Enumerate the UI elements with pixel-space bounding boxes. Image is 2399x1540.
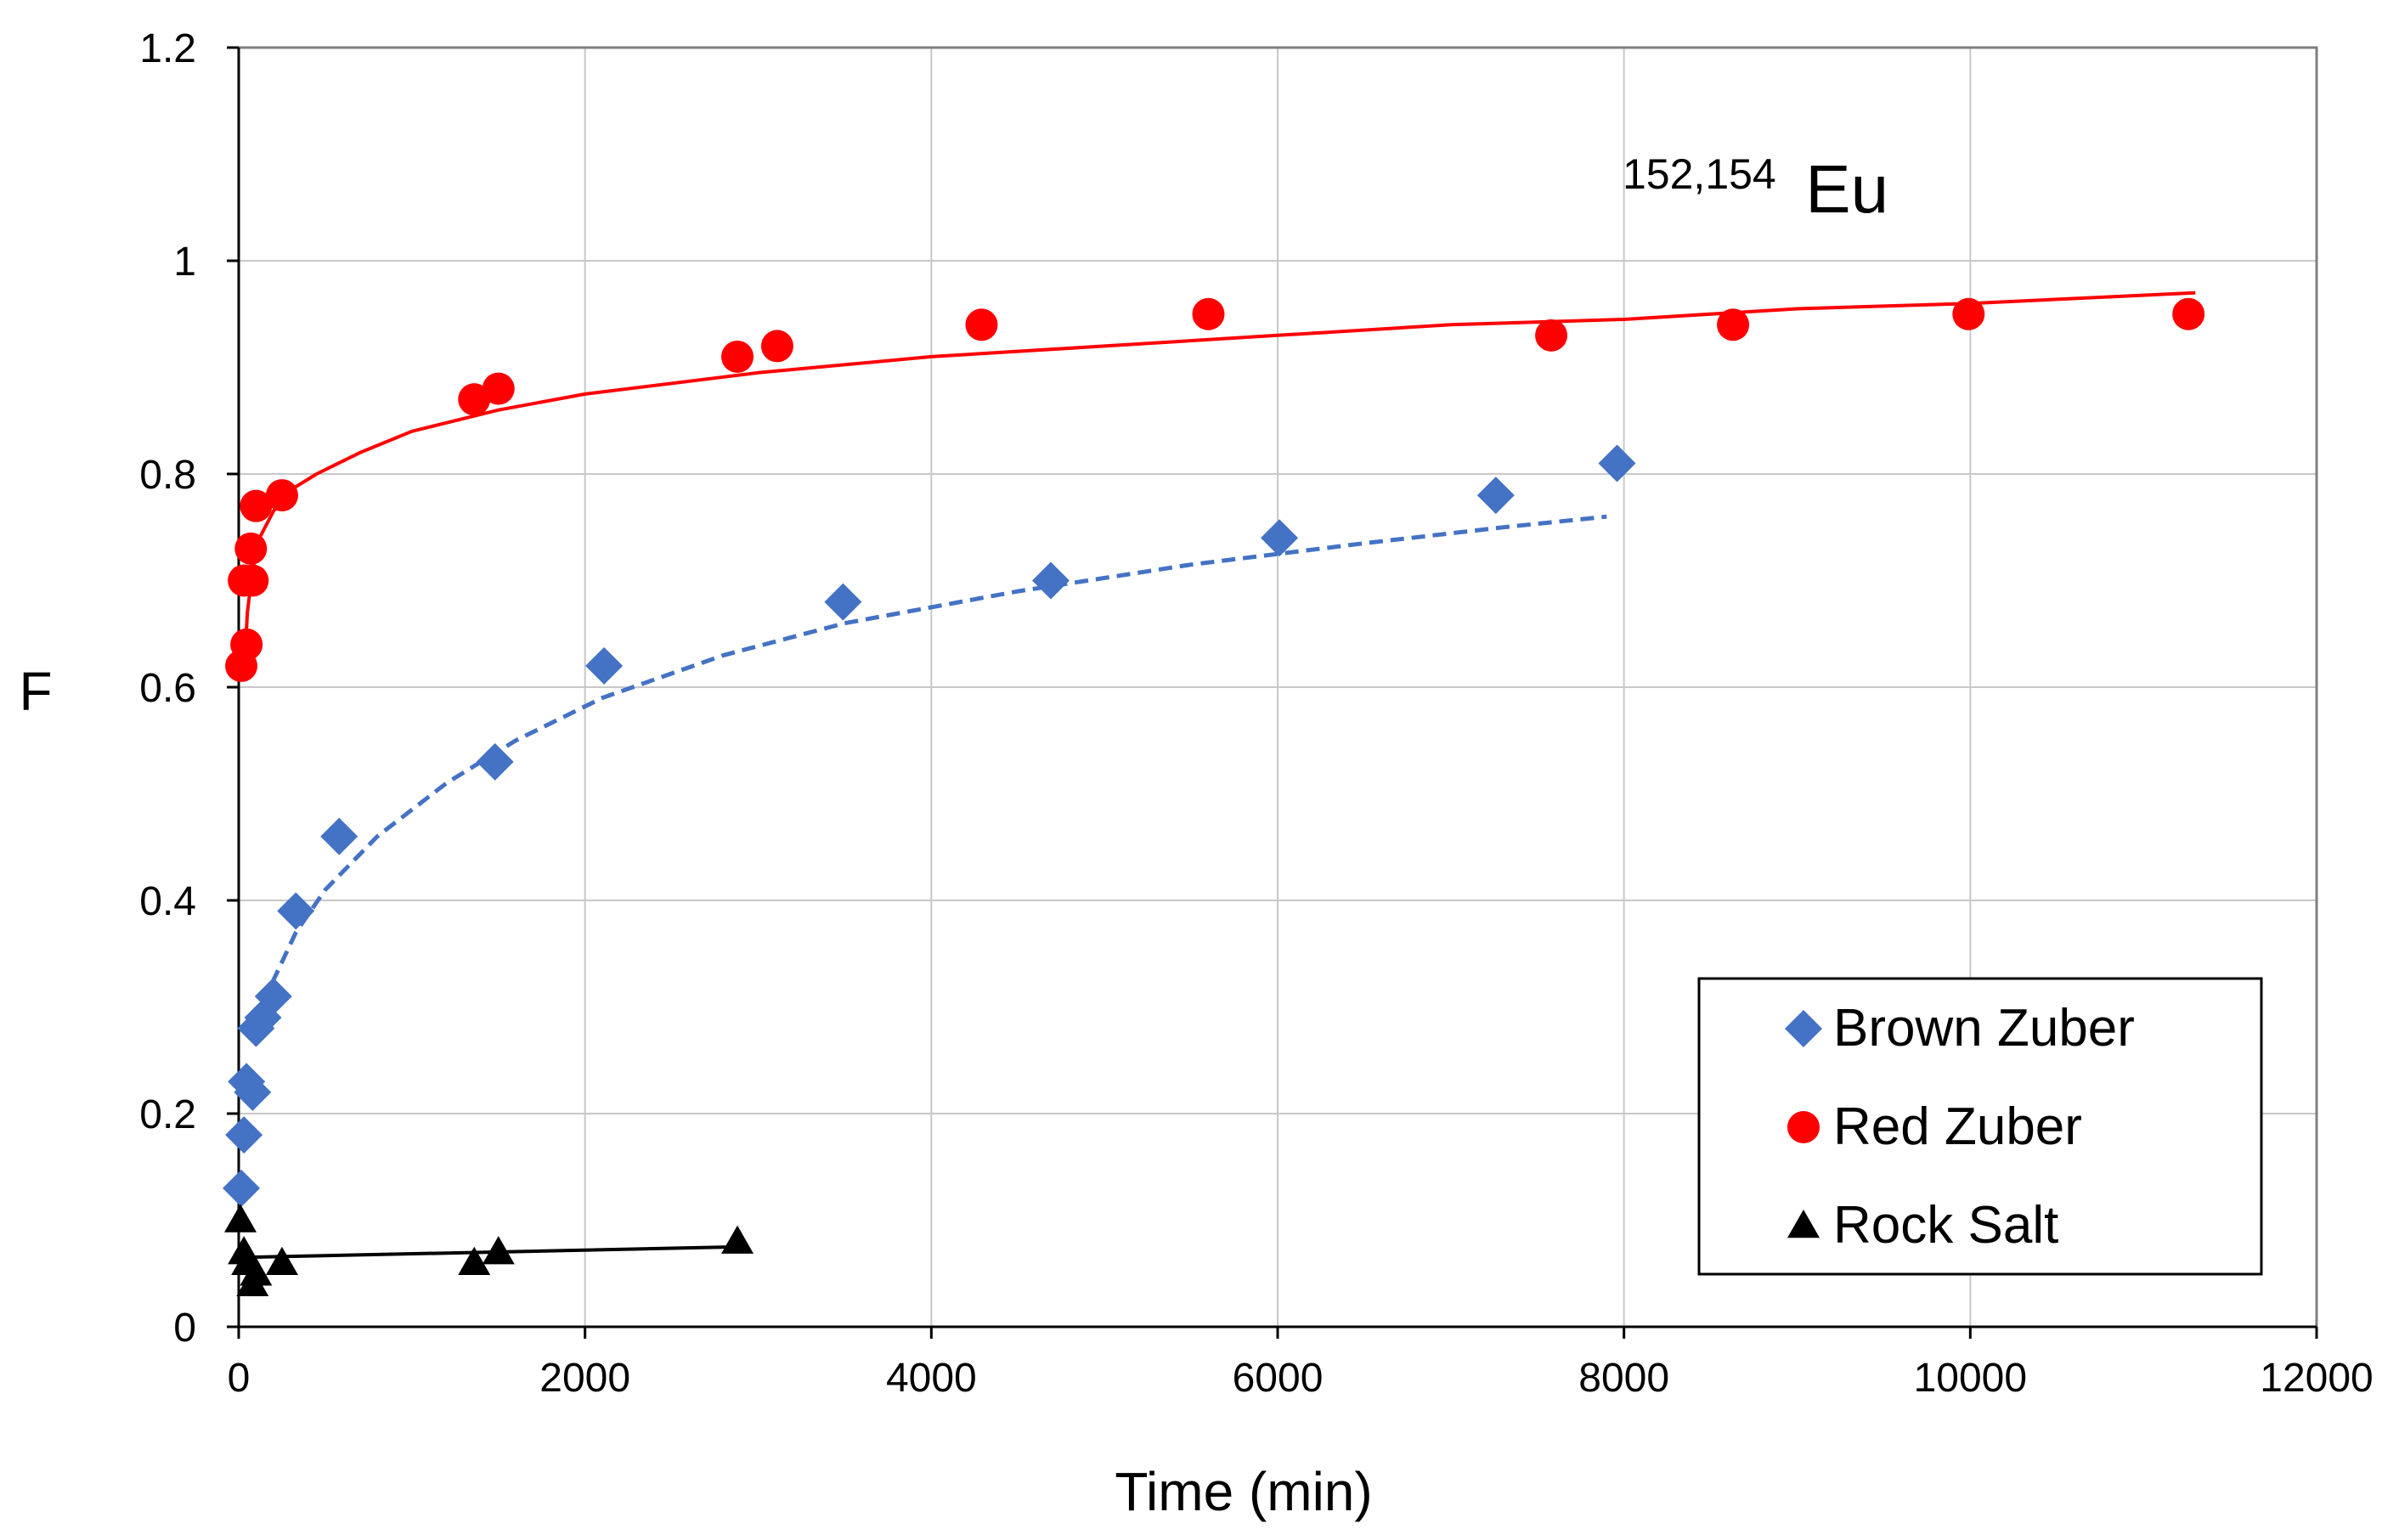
legend-marker-brown-zuber xyxy=(1785,1010,1822,1047)
rock-salt-point xyxy=(482,1236,515,1265)
x-tick-label: 0 xyxy=(228,1356,251,1401)
red-zuber-point xyxy=(230,628,263,661)
red-zuber-point xyxy=(721,340,754,373)
rock-salt-fit-line xyxy=(238,1244,738,1260)
y-tick-label: 0.2 xyxy=(139,1092,196,1137)
data-points xyxy=(223,297,2205,1297)
y-tick-label: 0.8 xyxy=(139,453,196,498)
brown-zuber-point xyxy=(277,892,315,930)
x-tick-label: 12000 xyxy=(2260,1356,2373,1401)
x-tick-label: 8000 xyxy=(1578,1356,1669,1401)
rock-salt-point xyxy=(265,1246,298,1275)
y-tick-label: 0 xyxy=(173,1306,196,1351)
axis-ticks: 0 2000 4000 6000 8000 10000 12000 0 0.2 0.4 0.6 0.8… xyxy=(139,26,2373,1401)
isotope-symbol: Eu xyxy=(1805,151,1888,227)
brown-zuber-point xyxy=(223,1169,261,1207)
brown-zuber-point xyxy=(234,1073,272,1111)
brown-zuber-point xyxy=(225,1116,263,1154)
legend: Brown Zuber Red Zuber Rock Salt xyxy=(1697,977,2263,1276)
red-zuber-point xyxy=(458,383,491,416)
red-zuber-point xyxy=(236,564,269,597)
y-tick-label: 0.6 xyxy=(139,666,196,711)
brown-zuber-point xyxy=(1598,444,1636,482)
y-tick-label: 1.2 xyxy=(139,26,196,71)
red-zuber-fit-line xyxy=(242,291,2196,677)
rock-salt-point xyxy=(224,1204,257,1233)
brown-zuber-point xyxy=(1261,519,1299,557)
isotope-annotation: 152,154 Eu xyxy=(1623,150,1888,227)
y-tick-label: 0.4 xyxy=(139,879,196,924)
brown-zuber-point xyxy=(585,646,624,685)
brown-zuber-point xyxy=(824,583,862,621)
red-zuber-point xyxy=(234,532,268,565)
isotope-mass-numbers: 152,154 xyxy=(1623,150,1776,198)
legend-marker-rock-salt xyxy=(1787,1210,1820,1238)
red-zuber-point xyxy=(482,372,515,405)
rock-salt-point xyxy=(240,1257,273,1286)
red-zuber-point xyxy=(265,479,298,512)
rock-salt-point xyxy=(458,1246,491,1275)
brown-zuber-point xyxy=(254,977,292,1015)
x-axis-title: Time (min) xyxy=(1115,1461,1372,1522)
brown-zuber-point xyxy=(320,817,358,855)
brown-zuber-point xyxy=(1031,561,1070,600)
brown-zuber-point xyxy=(1476,477,1515,515)
red-zuber-point xyxy=(760,330,793,363)
legend-label-red-zuber: Red Zuber xyxy=(1833,1097,2082,1156)
legend-label-brown-zuber: Brown Zuber xyxy=(1833,999,2135,1058)
x-tick-label: 2000 xyxy=(539,1356,630,1401)
y-tick-label: 1 xyxy=(173,240,196,285)
gridlines xyxy=(239,48,2317,1327)
rock-salt-point xyxy=(721,1225,754,1254)
legend-label-rock-salt: Rock Salt xyxy=(1833,1196,2058,1255)
red-zuber-point xyxy=(240,489,273,522)
legend-marker-red-zuber xyxy=(1787,1111,1820,1143)
red-zuber-point xyxy=(1192,297,1225,330)
red-zuber-point xyxy=(2172,297,2205,330)
red-zuber-point xyxy=(1952,297,1985,330)
x-tick-label: 4000 xyxy=(886,1356,977,1401)
red-zuber-point xyxy=(1717,308,1750,341)
x-tick-label: 10000 xyxy=(1914,1356,2027,1401)
y-axis-title: F xyxy=(19,661,52,722)
x-tick-label: 6000 xyxy=(1233,1356,1324,1401)
red-zuber-point xyxy=(965,308,998,341)
red-zuber-point xyxy=(1535,319,1568,352)
brown-zuber-point xyxy=(476,742,514,781)
legend-markers xyxy=(1785,1010,1822,1238)
